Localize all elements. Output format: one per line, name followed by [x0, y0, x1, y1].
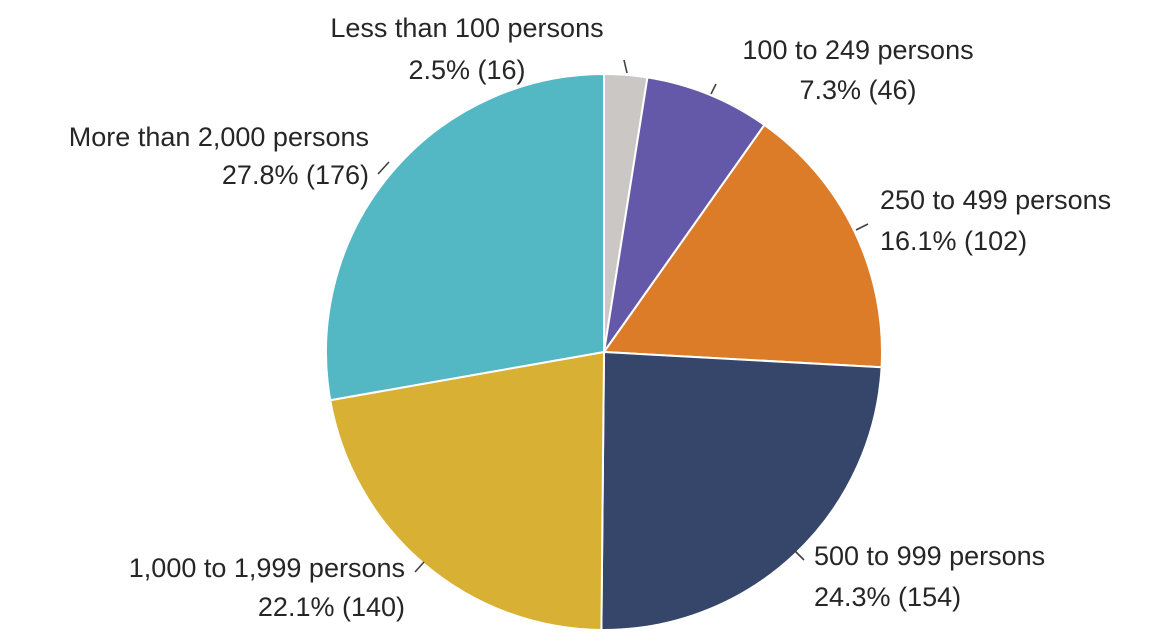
pie-slice-100-to-249-persons	[603, 76, 766, 353]
slice-label-1-000-to-1-999-persons: 1,000 to 1,999 persons	[129, 553, 405, 583]
slice-label-100-to-249-persons: 100 to 249 persons	[742, 35, 973, 65]
slice-label-250-to-499-persons: 250 to 499 persons	[880, 185, 1111, 215]
slice-label-more-than-2-000-persons: More than 2,000 persons	[69, 122, 369, 152]
slice-value-label-more-than-2-000-persons: 27.8% (176)	[222, 160, 369, 190]
slice-label-500-to-999-persons: 500 to 999 persons	[814, 541, 1045, 571]
slice-value-label-1-000-to-1-999-persons: 22.1% (140)	[258, 592, 405, 622]
pie-slice-500-to-999-persons	[600, 350, 883, 631]
pie-slices	[325, 72, 883, 631]
slice-value-label-100-to-249-persons: 7.3% (46)	[799, 75, 916, 105]
leader-line-less-than-100-persons	[623, 59, 628, 74]
leader-line-250-to-499-persons	[855, 223, 869, 231]
pie-slice-250-to-499-persons	[602, 123, 883, 369]
slice-label-less-than-100-persons: Less than 100 persons	[330, 13, 603, 43]
slice-value-label-500-to-999-persons: 24.3% (154)	[814, 582, 961, 612]
slice-value-label-less-than-100-persons: 2.5% (16)	[408, 55, 525, 85]
pie-slice-1-000-to-1-999-persons	[329, 350, 606, 631]
leader-line-1-000-to-1-999-persons	[414, 561, 425, 573]
leader-line-500-to-999-persons	[793, 549, 805, 561]
pie-slice-more-than-2-000-persons	[325, 72, 605, 402]
leader-line-100-to-249-persons	[710, 83, 717, 95]
leader-line-more-than-2-000-persons	[377, 161, 390, 175]
slice-value-label-250-to-499-persons: 16.1% (102)	[880, 226, 1027, 256]
pie-labels: Less than 100 persons 2.5% (16) 100 to 249…	[69, 13, 1111, 622]
